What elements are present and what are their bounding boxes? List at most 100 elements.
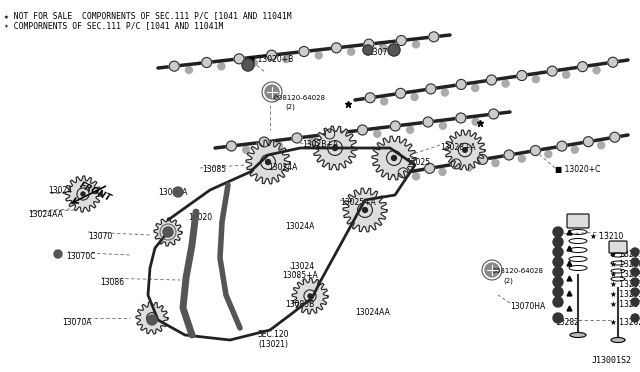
Circle shape [485, 263, 499, 277]
Circle shape [166, 230, 170, 234]
Circle shape [396, 88, 406, 98]
Circle shape [406, 126, 413, 133]
Text: SEC.120: SEC.120 [258, 330, 289, 339]
Polygon shape [154, 218, 182, 246]
Circle shape [429, 32, 439, 42]
Circle shape [456, 113, 466, 123]
Polygon shape [65, 176, 101, 212]
Polygon shape [343, 188, 387, 232]
Circle shape [332, 43, 342, 53]
Text: 13070HA: 13070HA [510, 302, 545, 311]
Circle shape [608, 57, 618, 67]
Circle shape [553, 227, 563, 237]
Circle shape [265, 85, 279, 99]
Text: 13024A: 13024A [285, 222, 314, 231]
Circle shape [532, 76, 540, 83]
Circle shape [218, 63, 225, 70]
Polygon shape [372, 136, 416, 180]
Circle shape [610, 132, 620, 142]
Circle shape [333, 145, 337, 151]
Circle shape [563, 71, 570, 78]
Text: (2): (2) [503, 277, 513, 283]
Circle shape [388, 44, 400, 56]
Ellipse shape [570, 333, 586, 337]
Text: 13024A: 13024A [268, 163, 298, 172]
Circle shape [398, 168, 408, 178]
Circle shape [545, 151, 552, 158]
Circle shape [292, 133, 302, 143]
Circle shape [451, 159, 461, 169]
Circle shape [577, 62, 588, 72]
Circle shape [413, 41, 420, 48]
Polygon shape [136, 302, 168, 334]
Circle shape [465, 164, 472, 171]
Circle shape [186, 67, 193, 74]
Circle shape [242, 59, 254, 71]
Circle shape [557, 141, 567, 151]
Text: 13085A: 13085A [158, 188, 188, 197]
Circle shape [227, 141, 236, 151]
Text: ★ 13231: ★ 13231 [610, 250, 640, 259]
Circle shape [553, 313, 563, 323]
Circle shape [488, 109, 499, 119]
Circle shape [54, 250, 62, 258]
Circle shape [439, 122, 446, 129]
Text: ■ 13020+B: ■ 13020+B [248, 55, 293, 64]
Circle shape [362, 208, 367, 212]
Text: 13025+A: 13025+A [340, 198, 376, 207]
Circle shape [341, 134, 348, 141]
Circle shape [348, 48, 355, 55]
Circle shape [243, 146, 250, 153]
Text: FRONT: FRONT [77, 181, 113, 203]
Text: ∗ COMPORNENTS OF SEC.111 P/C [1041 AND 11041M: ∗ COMPORNENTS OF SEC.111 P/C [1041 AND 1… [4, 21, 223, 30]
Circle shape [553, 247, 563, 257]
Circle shape [358, 125, 367, 135]
Text: 13024AA: 13024AA [355, 308, 390, 317]
Circle shape [517, 71, 527, 81]
Circle shape [504, 150, 514, 160]
Circle shape [631, 268, 639, 276]
Circle shape [308, 138, 316, 145]
Text: 13070A: 13070A [62, 318, 92, 327]
Circle shape [531, 145, 540, 155]
Text: 13020: 13020 [188, 213, 212, 222]
Circle shape [583, 137, 593, 147]
Circle shape [150, 316, 154, 320]
Circle shape [572, 146, 579, 153]
Polygon shape [313, 126, 357, 170]
Circle shape [81, 192, 85, 196]
Circle shape [283, 55, 290, 62]
Circle shape [518, 155, 525, 162]
Ellipse shape [611, 337, 625, 343]
Text: ⊘08120-64028: ⊘08120-64028 [272, 95, 325, 101]
FancyBboxPatch shape [567, 214, 589, 228]
Polygon shape [292, 278, 328, 314]
Circle shape [316, 52, 322, 59]
Circle shape [381, 98, 388, 105]
Circle shape [631, 248, 639, 256]
Circle shape [631, 258, 639, 266]
Circle shape [631, 278, 639, 286]
Circle shape [439, 169, 446, 176]
Circle shape [631, 298, 639, 306]
Text: ★ 13207: ★ 13207 [610, 300, 640, 309]
Circle shape [547, 66, 557, 76]
Circle shape [631, 288, 639, 296]
Circle shape [275, 142, 282, 149]
Circle shape [477, 154, 488, 164]
Polygon shape [246, 140, 290, 184]
Text: J13001S2: J13001S2 [592, 356, 632, 365]
Circle shape [426, 84, 436, 94]
Circle shape [169, 61, 179, 71]
Circle shape [364, 39, 374, 49]
Text: ★ 13210: ★ 13210 [610, 260, 640, 269]
Circle shape [486, 75, 497, 85]
Circle shape [553, 297, 563, 307]
Text: ★ NOT FOR SALE  COMPORNENTS OF SEC.111 P/C [1041 AND 11041M: ★ NOT FOR SALE COMPORNENTS OF SEC.111 P/… [4, 11, 292, 20]
Circle shape [456, 80, 466, 89]
Circle shape [266, 50, 276, 60]
Text: ★ 13205: ★ 13205 [610, 290, 640, 299]
Circle shape [553, 277, 563, 287]
Text: 1302B+A: 1302B+A [302, 140, 338, 149]
Text: 13024: 13024 [290, 262, 314, 271]
